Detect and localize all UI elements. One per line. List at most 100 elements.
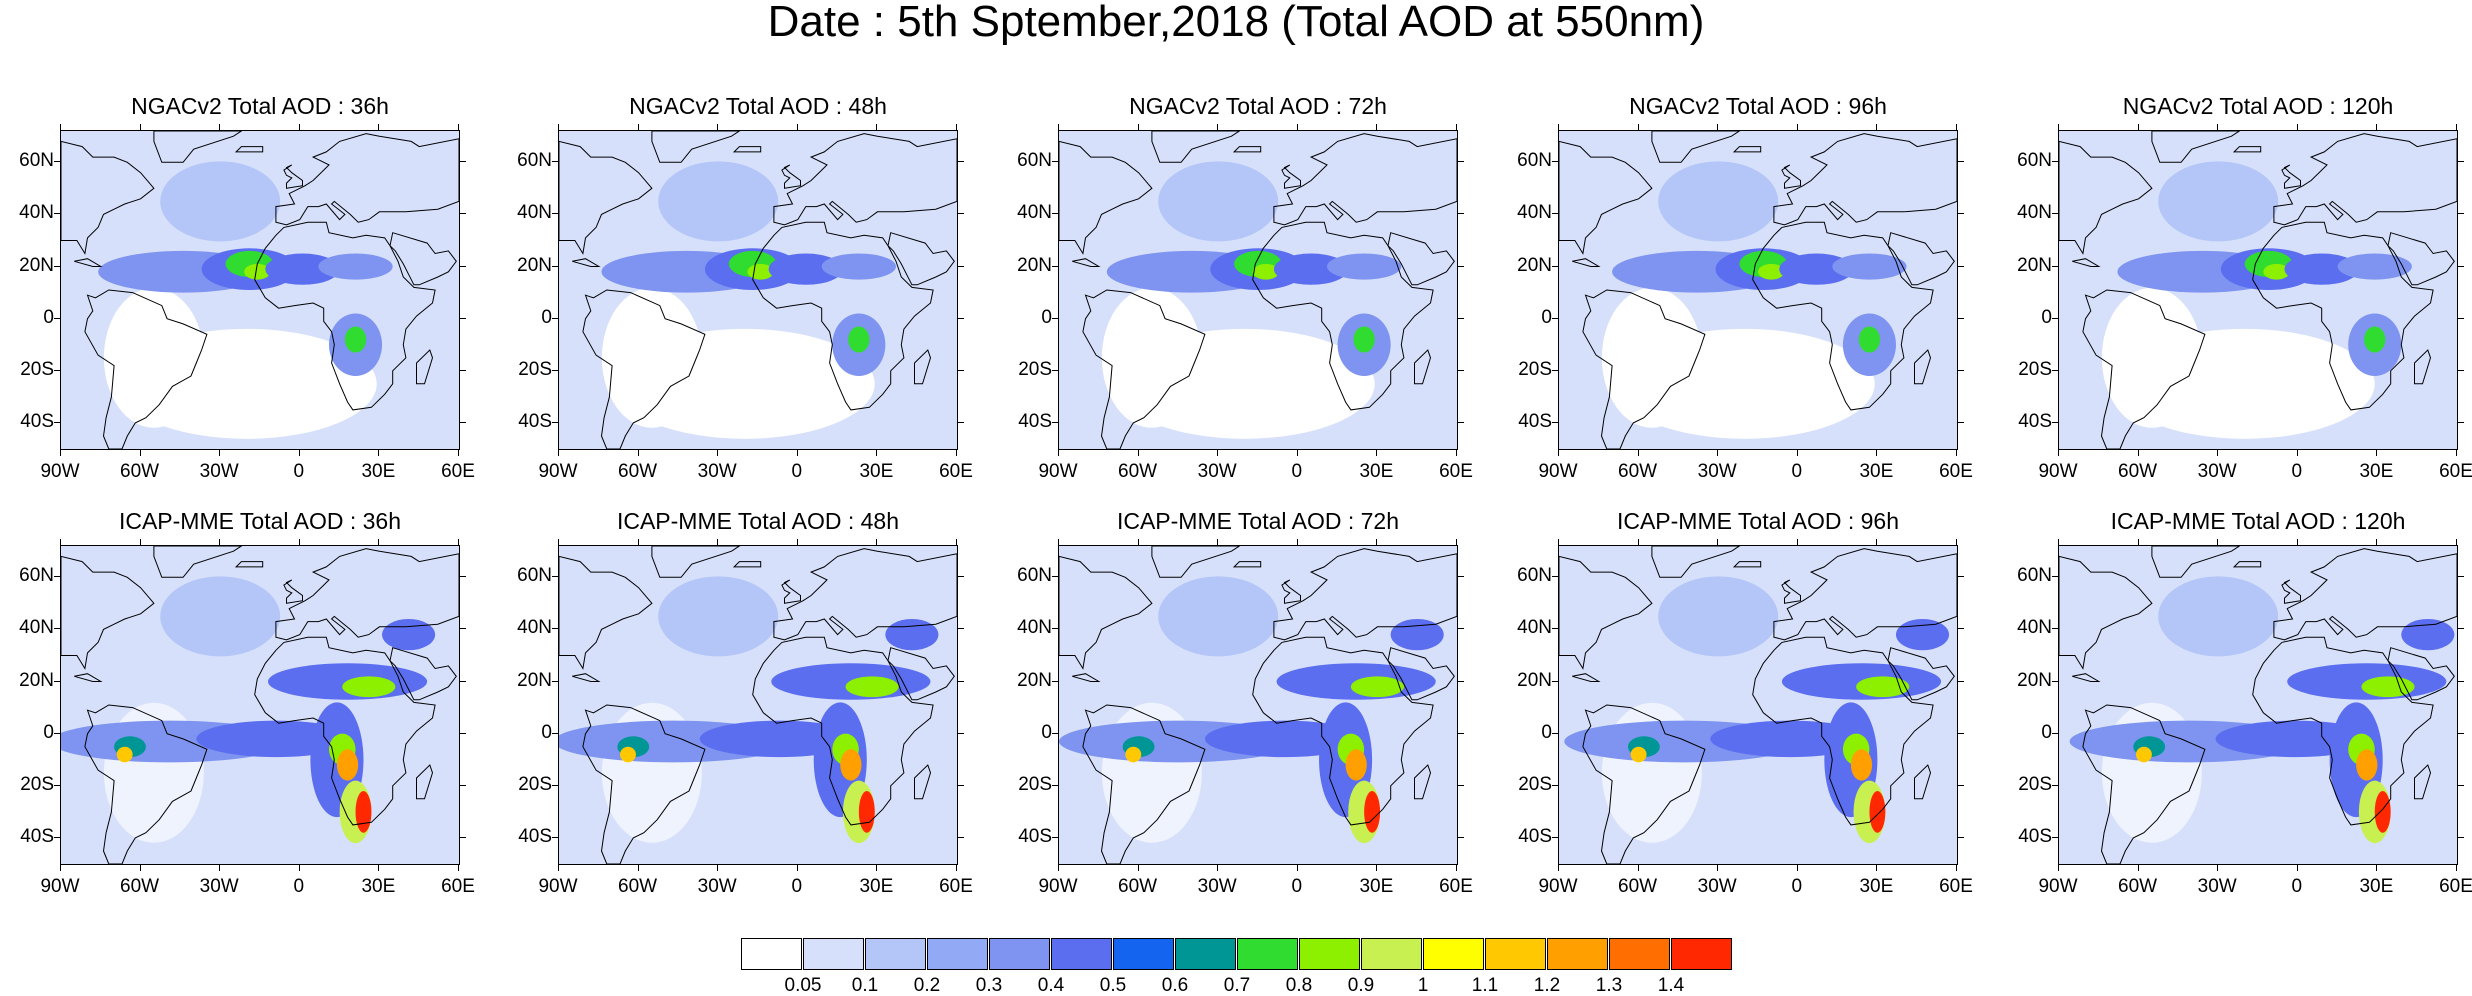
coastline-southAmerica bbox=[2082, 289, 2206, 449]
lat-label: 20S bbox=[2018, 358, 2052, 380]
lon-label: 30E bbox=[2359, 876, 2394, 897]
lat-tick bbox=[958, 265, 964, 267]
lat-label: 40S bbox=[20, 825, 54, 847]
lat-label: 20S bbox=[518, 358, 552, 380]
coastline-arabia bbox=[389, 647, 457, 701]
aod-plume bbox=[1252, 263, 1280, 280]
lat-tick bbox=[958, 213, 964, 215]
aod-plume bbox=[318, 253, 393, 280]
lat-tick bbox=[552, 784, 558, 786]
lat-tick bbox=[460, 161, 466, 163]
coastline-europe bbox=[773, 548, 957, 641]
coastline-europe bbox=[1273, 548, 1457, 641]
aod-plume bbox=[848, 326, 870, 353]
lat-tick bbox=[54, 369, 60, 371]
lat-tick bbox=[54, 576, 60, 578]
lat-tick bbox=[2052, 576, 2058, 578]
lon-label: 0 bbox=[791, 461, 803, 482]
coastline-africa bbox=[2252, 221, 2434, 411]
lon-tick bbox=[378, 539, 380, 545]
lat-label: 20N bbox=[2017, 669, 2052, 691]
lat-label: 20S bbox=[1518, 773, 1552, 795]
lat-tick bbox=[958, 317, 964, 319]
lon-tick bbox=[1058, 865, 1059, 871]
lat-tick bbox=[552, 369, 558, 371]
aod-plume bbox=[1350, 676, 1404, 698]
coastline-greenland bbox=[2151, 546, 2241, 578]
coastline-northAmerica bbox=[559, 140, 653, 255]
lat-tick bbox=[1958, 369, 1964, 371]
panel-title: NGACv2 Total AOD : 36h bbox=[131, 93, 389, 119]
lon-label: 60E bbox=[441, 876, 475, 897]
lon-tick bbox=[2217, 539, 2219, 545]
lat-label: 20N bbox=[1517, 254, 1552, 276]
lat-tick bbox=[552, 213, 558, 215]
lat-tick bbox=[552, 265, 558, 267]
lon-tick bbox=[1376, 450, 1378, 456]
lon-tick bbox=[796, 865, 798, 871]
colorbar-label: 1.2 bbox=[1533, 975, 1561, 996]
aod-plume bbox=[336, 749, 359, 781]
lon-tick bbox=[1456, 865, 1457, 871]
lat-tick bbox=[958, 628, 964, 630]
lon-tick bbox=[1558, 124, 1559, 130]
lat-tick bbox=[2458, 265, 2464, 267]
lat-label: 40S bbox=[20, 410, 54, 432]
lat-tick bbox=[1552, 421, 1558, 423]
aod-plume bbox=[620, 746, 636, 763]
lat-label: 20S bbox=[1518, 358, 1552, 380]
coastline-iceland bbox=[234, 561, 264, 568]
lon-label: 30W bbox=[2197, 461, 2237, 482]
aod-map bbox=[1058, 545, 1458, 865]
lon-tick bbox=[2137, 450, 2139, 456]
aod-plume bbox=[2263, 263, 2290, 280]
lat-tick bbox=[2052, 680, 2058, 682]
colorbar-label: 0.2 bbox=[913, 975, 941, 996]
lat-label: 0 bbox=[43, 306, 54, 328]
lon-label: 60E bbox=[1939, 876, 1973, 897]
aod-plume bbox=[2361, 676, 2415, 698]
figure-title: Date : 5th Sptember,2018 (Total AOD at 5… bbox=[767, 0, 1705, 46]
panel-title: NGACv2 Total AOD : 48h bbox=[629, 93, 887, 119]
lon-tick bbox=[717, 539, 719, 545]
lon-tick bbox=[2376, 865, 2378, 871]
lon-tick bbox=[60, 124, 61, 130]
lat-label: 20N bbox=[1017, 669, 1052, 691]
lon-label: 90W bbox=[538, 461, 578, 482]
lon-tick bbox=[298, 539, 300, 545]
lon-label: 30W bbox=[1197, 461, 1237, 482]
lon-tick bbox=[1376, 865, 1378, 871]
lat-tick bbox=[958, 161, 964, 163]
coastline-southAmerica bbox=[1582, 289, 1706, 449]
colorbar-label: 0.1 bbox=[851, 975, 879, 996]
aod-plume bbox=[1630, 746, 1647, 763]
lon-tick bbox=[2058, 539, 2059, 545]
lon-tick bbox=[139, 450, 141, 456]
colorbar-label: 1.1 bbox=[1471, 975, 1499, 996]
lat-label: 40N bbox=[19, 202, 54, 224]
lon-tick bbox=[219, 124, 221, 130]
lon-label: 90W bbox=[1538, 876, 1578, 897]
coastline-cuba bbox=[1072, 673, 1101, 682]
coastline-arabia bbox=[1887, 232, 1955, 286]
lat-tick bbox=[552, 680, 558, 682]
coastline-cuba bbox=[572, 258, 601, 267]
aod-map bbox=[1558, 130, 1958, 450]
lat-tick bbox=[1458, 680, 1464, 682]
lon-label: 30W bbox=[199, 876, 239, 897]
aod-plume bbox=[1390, 618, 1444, 651]
lon-tick bbox=[956, 450, 957, 456]
lat-tick bbox=[460, 732, 466, 734]
lat-tick bbox=[1052, 836, 1058, 838]
lat-label: 20N bbox=[2017, 254, 2052, 276]
lon-tick bbox=[2217, 450, 2219, 456]
lon-tick bbox=[796, 450, 798, 456]
lon-label: 30E bbox=[1359, 461, 1394, 482]
aod-plume bbox=[1895, 618, 1950, 651]
lat-tick bbox=[1458, 317, 1464, 319]
lat-tick bbox=[1458, 213, 1464, 215]
lat-label: 40N bbox=[2017, 202, 2052, 224]
colorbar-label: 1.4 bbox=[1657, 975, 1685, 996]
lon-tick bbox=[1956, 865, 1957, 871]
lon-tick bbox=[558, 539, 559, 545]
